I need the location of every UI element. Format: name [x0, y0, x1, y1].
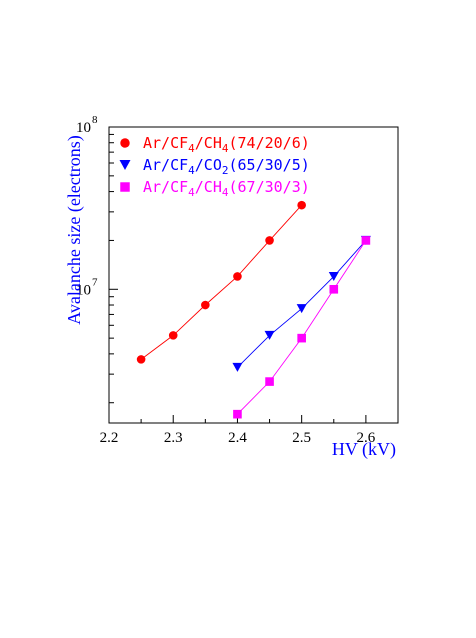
data-point [168, 331, 178, 340]
y-tick-base: 10 [76, 282, 91, 298]
x-tick-label: 2.4 [228, 430, 247, 446]
data-point [136, 355, 146, 364]
y-axis-label: Avalanche size (electrons) [64, 135, 85, 325]
legend-text: Ar/CF [143, 134, 188, 152]
legend-text: /CH [195, 178, 222, 196]
series-line [237, 240, 367, 415]
y-tick-label: 10 [76, 120, 91, 136]
data-point [232, 362, 243, 372]
data-point [297, 200, 306, 210]
legend-text: (74/20/6) [229, 134, 310, 152]
legend-subscript: 4 [188, 142, 195, 155]
x-tick-label: 2.5 [292, 430, 311, 446]
series-2 [233, 236, 371, 419]
x-axis: 2.2 2.3 2.4 2.5 2.6 [100, 415, 376, 446]
legend-text: /CH [195, 134, 222, 152]
data-point [233, 409, 242, 419]
data-point [265, 236, 274, 245]
series-0 [136, 200, 306, 364]
legend-text: (65/30/5) [229, 156, 310, 174]
x-tick-label: 2.6 [357, 430, 376, 446]
x-axis-label: HV (kV) [332, 439, 396, 460]
legend-subscript: 4 [222, 142, 229, 155]
legend-text: /CO [195, 156, 222, 174]
legend-label: Ar/CF4/CO2(65/30/5) [143, 156, 310, 177]
legend-subscript: 4 [188, 164, 195, 177]
y-tick-exponent: 7 [92, 276, 98, 288]
data-point [328, 271, 339, 281]
legend-text: (67/30/3) [229, 178, 310, 196]
legend-label: Ar/CF4/CH4(67/30/3) [143, 178, 310, 199]
legend-subscript: 4 [188, 186, 195, 199]
legend: Ar/CF4/CH4(74/20/6)Ar/CF4/CO2(65/30/5)Ar… [119, 134, 310, 199]
x-tick-label: 2.3 [164, 430, 183, 446]
data-point [233, 272, 242, 281]
data-point [329, 284, 339, 294]
legend-subscript: 4 [222, 186, 229, 199]
y-tick-label: 10 [76, 282, 91, 298]
legend-marker [120, 138, 130, 148]
y-tick-exponent: 8 [92, 114, 98, 126]
legend-marker [120, 182, 130, 192]
data-point [297, 333, 306, 343]
data-point [265, 377, 274, 386]
data-point [296, 304, 307, 314]
plot-frame [108, 126, 399, 424]
legend-label: Ar/CF4/CH4(74/20/6) [143, 134, 310, 155]
data-point [264, 330, 275, 340]
legend-text: Ar/CF [143, 178, 188, 196]
series-line [237, 240, 367, 368]
legend-subscript: 2 [222, 164, 229, 177]
series-layer [136, 200, 371, 419]
legend-text: Ar/CF [143, 156, 188, 174]
data-point [201, 300, 210, 310]
series-1 [232, 235, 371, 372]
series-line [140, 204, 303, 360]
y-tick-base: 10 [76, 120, 91, 136]
legend-marker [119, 160, 131, 170]
data-point [361, 236, 371, 245]
x-tick-label: 2.2 [100, 430, 119, 446]
